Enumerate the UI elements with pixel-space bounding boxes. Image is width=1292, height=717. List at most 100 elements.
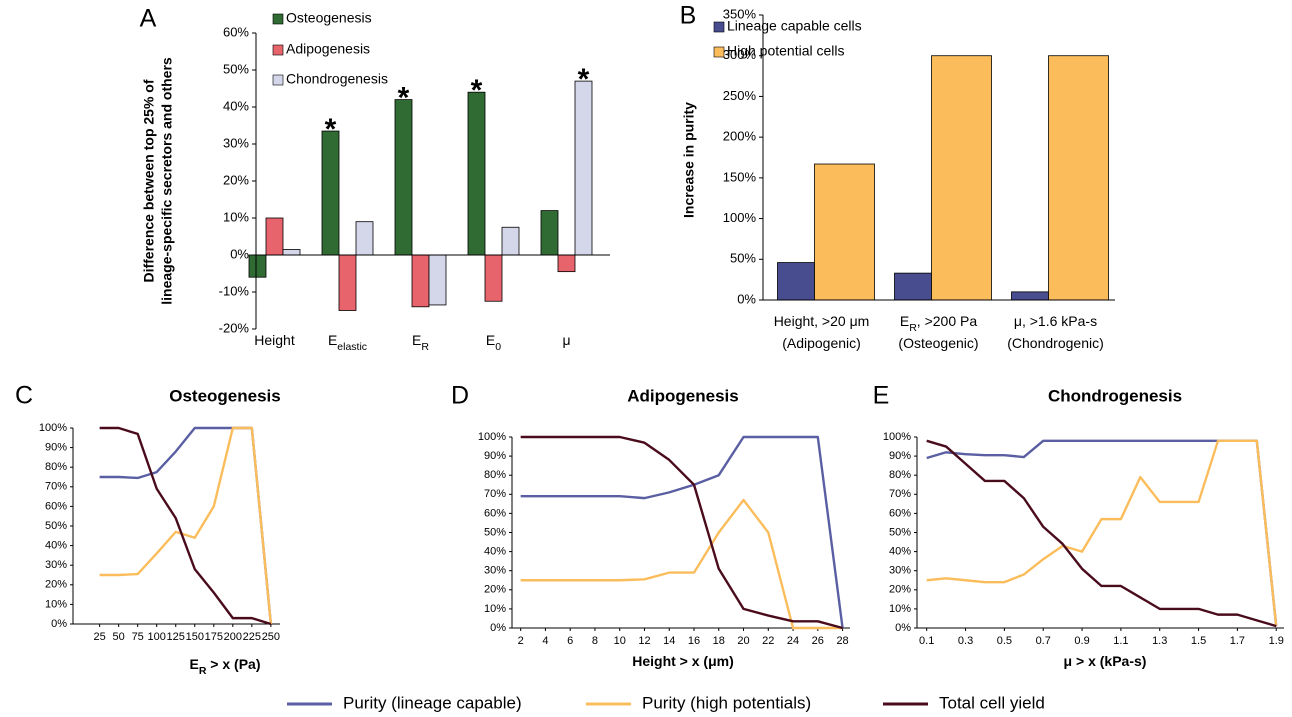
bar xyxy=(484,254,503,302)
y-tick-label: 60% xyxy=(45,500,67,512)
label-part: Height > x (μm) xyxy=(632,653,734,669)
x-tick-label: 24 xyxy=(787,635,799,647)
x-tick-label: Eelastic xyxy=(328,332,367,353)
bar xyxy=(574,80,593,256)
label-part: E xyxy=(328,332,337,348)
legend-swatch xyxy=(272,74,284,86)
y-axis-title: Increase in purity xyxy=(681,102,697,218)
y-tick-label: 30% xyxy=(484,565,506,577)
y-tick-label: 40% xyxy=(889,546,911,558)
x-tick-label: (Adipogenic) xyxy=(782,335,861,351)
label-part: μ xyxy=(562,332,570,348)
x-tick-label: 6 xyxy=(567,635,573,647)
y-tick-label: 50% xyxy=(730,251,756,266)
y-tick-label: 70% xyxy=(889,488,911,500)
x-tick-label: Height xyxy=(254,332,295,348)
x-tick-label: 1.7 xyxy=(1230,635,1245,647)
y-tick-label: -20% xyxy=(219,320,250,335)
panel-label: A xyxy=(140,5,157,33)
x-tick-label: 18 xyxy=(713,635,725,647)
bar xyxy=(1011,291,1049,301)
y-tick-label: 10% xyxy=(889,603,911,615)
legend-label: Lineage capable cells xyxy=(727,18,862,34)
x-tick-label: 0.1 xyxy=(919,635,934,647)
bar xyxy=(248,254,267,278)
chart-title: Adipogenesis xyxy=(627,386,738,405)
x-tick-label: 200 xyxy=(224,631,242,643)
line-series xyxy=(99,426,272,626)
significance-mark: * xyxy=(398,82,410,115)
x-tick-label: 1.9 xyxy=(1269,635,1284,647)
y-tick-label: 50% xyxy=(45,520,67,532)
y-tick-label: 90% xyxy=(889,450,911,462)
bar xyxy=(467,91,486,256)
x-tick-label: ER xyxy=(412,332,429,353)
y-tick-label: 10% xyxy=(45,598,67,610)
y-tick-label: 10% xyxy=(223,209,249,224)
x-tick-label: 50 xyxy=(113,631,125,643)
bar xyxy=(931,55,992,301)
legend-label: Total cell yield xyxy=(939,693,1045,712)
x-tick-label: 20 xyxy=(737,635,749,647)
x-tick-label: 26 xyxy=(812,635,824,647)
y-tick-label: 60% xyxy=(223,24,249,39)
y-tick-label: 70% xyxy=(484,488,506,500)
x-tick-label: 1.5 xyxy=(1191,635,1206,647)
label-part: , >200 Pa xyxy=(917,313,978,329)
label-part: E xyxy=(189,656,198,672)
x-tick-label: 125 xyxy=(167,631,185,643)
bar xyxy=(894,272,932,301)
y-tick-label: 300% xyxy=(723,47,757,62)
significance-mark: * xyxy=(578,63,590,96)
significance-mark: * xyxy=(325,113,337,146)
bar xyxy=(282,249,301,256)
panel-label: D xyxy=(451,382,469,410)
subscript: elastic xyxy=(337,341,367,353)
y-tick-label: 50% xyxy=(484,526,506,538)
y-tick-label: 0% xyxy=(737,291,756,306)
y-tick-label: 150% xyxy=(723,169,757,184)
y-tick-label: 0% xyxy=(51,618,67,630)
line-series xyxy=(926,439,1278,627)
y-tick-label: 90% xyxy=(484,450,506,462)
bar xyxy=(814,163,875,301)
line-series xyxy=(520,498,843,630)
legend-swatch xyxy=(272,44,284,56)
x-tick-label: 75 xyxy=(132,631,144,643)
subscript: R xyxy=(421,341,429,353)
y-tick-label: 60% xyxy=(484,507,506,519)
subscript: R xyxy=(199,665,207,677)
x-axis-title: ER > x (Pa) xyxy=(189,656,260,677)
y-tick-label: 30% xyxy=(889,565,911,577)
subscript: R xyxy=(909,322,917,334)
y-tick-label: 60% xyxy=(889,507,911,519)
panel-label: E xyxy=(873,382,890,410)
line-series xyxy=(520,435,843,630)
subscript: 0 xyxy=(495,341,501,353)
bar xyxy=(777,262,815,301)
y-tick-label: 20% xyxy=(223,172,249,187)
y-tick-label: 0% xyxy=(230,246,249,261)
y-tick-label: 20% xyxy=(889,584,911,596)
line-series xyxy=(926,439,1277,628)
chart-title: Chondrogenesis xyxy=(1048,386,1182,405)
bar xyxy=(338,254,357,311)
legend-swatch xyxy=(713,46,725,58)
label-part: (Osteogenic) xyxy=(898,335,978,351)
y-tick-label: 40% xyxy=(484,546,506,558)
x-tick-label: 25 xyxy=(94,631,106,643)
y-tick-label: 0% xyxy=(490,622,506,634)
panel-label: B xyxy=(680,2,697,30)
legend-label: Osteogenesis xyxy=(286,10,372,26)
x-tick-label: 16 xyxy=(688,635,700,647)
x-tick-label: E0 xyxy=(486,332,501,353)
significance-mark: * xyxy=(471,74,483,107)
label-part: μ, >1.6 kPa-s xyxy=(1014,313,1097,329)
y-tick-label: 80% xyxy=(45,461,67,473)
line-series xyxy=(99,426,273,625)
y-tick-label: 250% xyxy=(723,88,757,103)
x-tick-label: 1.1 xyxy=(1113,635,1128,647)
x-tick-label: μ xyxy=(562,332,570,348)
y-tick-label: 0% xyxy=(895,622,911,634)
